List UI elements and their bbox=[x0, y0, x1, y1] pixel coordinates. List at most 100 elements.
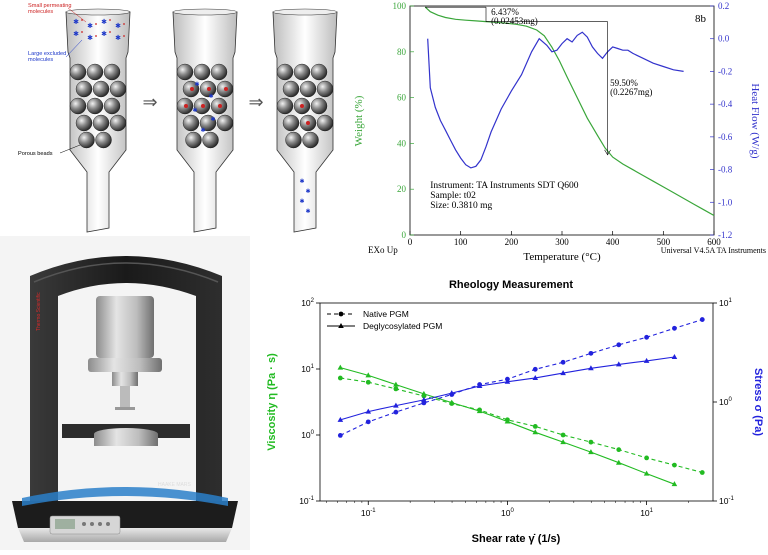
y-tick-label: 102 bbox=[301, 298, 314, 308]
brand-label: Thermo Scientific bbox=[36, 292, 42, 331]
large-molecule: ✱ bbox=[101, 18, 107, 26]
data-point bbox=[504, 418, 511, 424]
large-molecule: ✱ bbox=[73, 30, 79, 38]
small-molecule-in-bead bbox=[300, 104, 304, 108]
porous-bead bbox=[310, 97, 328, 115]
data-point bbox=[644, 455, 649, 461]
x-tick-label: 500 bbox=[657, 237, 671, 247]
porous-bead bbox=[95, 131, 112, 149]
y2-tick-label: -1.2 bbox=[718, 230, 732, 240]
porous-bead bbox=[285, 131, 302, 149]
x-tick-label: 0 bbox=[408, 237, 413, 247]
rheology-chart: Rheology Measurement 10-1 100 101 10-1 100 1… bbox=[266, 279, 764, 545]
large-molecule: ✱ bbox=[210, 116, 215, 123]
data-point bbox=[337, 364, 344, 370]
weight-curve bbox=[424, 6, 715, 217]
x-axis-label: Temperature (°C) bbox=[523, 251, 601, 263]
sec-column-1: ✱ ✱ ✱ ✱ ✱ ✱ ✱ ✱ bbox=[65, 8, 131, 233]
data-point bbox=[337, 416, 344, 422]
x-tick-label: 10-1 bbox=[361, 508, 376, 518]
eluting-large-molecule: ✱ bbox=[299, 178, 304, 185]
y-axis-label: Weight (%) bbox=[353, 95, 365, 146]
annotation-text: 6.437% bbox=[491, 7, 519, 17]
instrument-info-line: Sample: t02 bbox=[430, 191, 476, 201]
porous-bead bbox=[185, 131, 202, 149]
data-point bbox=[560, 432, 566, 438]
data-point bbox=[672, 325, 677, 331]
data-point bbox=[365, 408, 372, 414]
porous-bead bbox=[216, 114, 234, 132]
porous-bead bbox=[193, 63, 211, 81]
porous-bead bbox=[202, 131, 219, 149]
x-tick-label: 600 bbox=[707, 237, 721, 247]
porous-bead bbox=[78, 131, 95, 149]
data-point bbox=[560, 359, 566, 365]
porous-bead bbox=[299, 80, 317, 98]
model-label: HAAKE MARS bbox=[158, 482, 191, 488]
small-molecule-in-bead bbox=[207, 87, 211, 91]
small-molecule-in-bead bbox=[306, 121, 310, 125]
data-point bbox=[588, 449, 594, 455]
porous-bead bbox=[86, 63, 104, 81]
eluting-large-molecule: ✱ bbox=[305, 188, 310, 195]
eluting-large-molecule: ✱ bbox=[299, 198, 304, 205]
porous-bead bbox=[276, 97, 294, 115]
footer-label: Universal V4.5A TA Instruments bbox=[661, 246, 766, 255]
data-point bbox=[588, 439, 594, 445]
data-point bbox=[588, 350, 594, 356]
y-tick-label: 100 bbox=[393, 1, 407, 11]
label-pointer bbox=[65, 39, 83, 58]
porous-bead bbox=[302, 131, 319, 149]
y2-axis-label: Heat Flow (W/g) bbox=[749, 83, 761, 158]
small-molecule bbox=[109, 19, 111, 21]
porous-bead bbox=[75, 80, 93, 98]
data-point bbox=[504, 378, 511, 384]
large-molecule: ✱ bbox=[87, 22, 93, 30]
small-molecule bbox=[109, 31, 111, 33]
porous-bead bbox=[103, 63, 121, 81]
large-molecule: ✱ bbox=[115, 34, 121, 42]
porous-bead bbox=[199, 114, 217, 132]
sec-column-2: ✱ ✱ ✱ ✱ ✱ bbox=[172, 8, 238, 233]
large-molecule: ✱ bbox=[200, 127, 205, 134]
porous-bead bbox=[276, 63, 294, 81]
y-axis-label: Viscosity η (Pa · s) bbox=[266, 353, 278, 451]
data-point bbox=[365, 419, 371, 425]
small-molecule bbox=[95, 23, 97, 25]
y2-axis-label: Stress σ (Pa) bbox=[752, 368, 764, 436]
data-point bbox=[699, 470, 705, 475]
small-molecule-in-bead bbox=[190, 87, 194, 91]
legend-marker bbox=[338, 311, 344, 317]
data-point bbox=[448, 390, 455, 396]
heat-flow-curve bbox=[427, 31, 684, 169]
instrument-info-line: Size: 0.3810 mg bbox=[430, 201, 492, 211]
data-point bbox=[560, 439, 566, 445]
small-molecule bbox=[81, 31, 83, 33]
y2-tick-label: 100 bbox=[719, 397, 732, 407]
rheometer-frame bbox=[30, 256, 222, 501]
porous-bead bbox=[69, 63, 87, 81]
x-tick-label: 100 bbox=[454, 237, 468, 247]
annotation-text: 59.50% bbox=[610, 78, 638, 88]
legend-label: Native PGM bbox=[363, 309, 409, 319]
y2-tick-label: -0.8 bbox=[718, 165, 733, 175]
porous-bead bbox=[293, 63, 311, 81]
data-point bbox=[643, 357, 650, 363]
stress-native-line bbox=[340, 319, 703, 436]
small-molecule-in-bead bbox=[224, 87, 228, 91]
y-tick-label: 40 bbox=[397, 138, 407, 148]
data-point bbox=[532, 423, 538, 429]
process-arrow-1: ⇒ bbox=[142, 92, 157, 112]
data-point bbox=[448, 399, 455, 405]
tga-chart-panel: 0 100 200 300 400 500 600 0 20 40 60 80 100 -1.2 -1.… bbox=[348, 0, 768, 270]
tga-dsc-chart: 0 100 200 300 400 500 600 0 20 40 60 80 100 -1.2 -1.… bbox=[353, 1, 766, 263]
chart-title: Rheology Measurement bbox=[449, 279, 573, 291]
y-tick-label: 100 bbox=[301, 430, 314, 440]
small-molecule-in-bead bbox=[218, 104, 222, 108]
data-point bbox=[476, 383, 483, 389]
y2-tick-label: -0.6 bbox=[718, 132, 733, 142]
data-point bbox=[671, 481, 678, 487]
data-point bbox=[421, 390, 427, 396]
y-tick-label: 0 bbox=[402, 230, 407, 240]
small-molecules-label: Small permeating bbox=[28, 3, 72, 9]
